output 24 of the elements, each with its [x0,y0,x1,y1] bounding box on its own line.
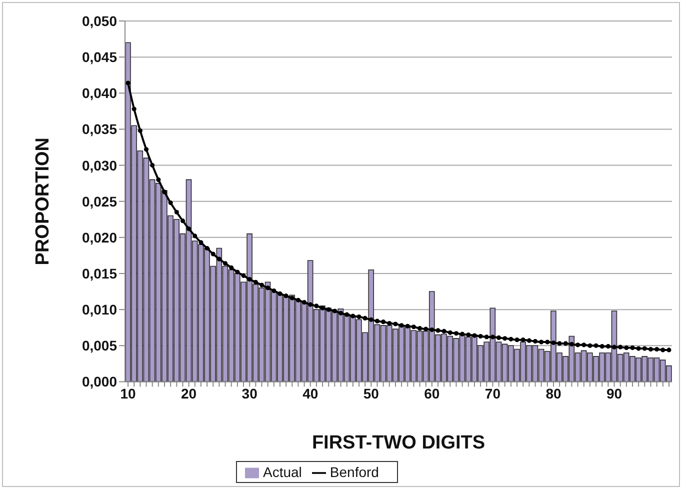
y-tick-label: 0,015 [82,265,118,282]
x-tick-label: 30 [242,386,258,402]
y-tick-label: 0,010 [82,302,118,318]
legend-label: Actual [263,464,302,480]
y-tick-label: 0,050 [82,12,118,29]
y-tick-label: 0,025 [82,193,118,210]
y-axis-title: PROPORTION [32,137,54,266]
legend-label: Benford [330,464,379,480]
x-tick-label: 40 [302,386,318,402]
x-tick-label: 50 [363,386,380,402]
x-tick-label: 70 [484,386,501,402]
x-tick-label: 80 [546,386,562,402]
y-tick-label: 0,040 [82,85,118,102]
y-tick-label: 0,030 [82,157,118,174]
y-tick-label: 0,000 [82,374,118,390]
y-tick-label: 0,035 [82,121,118,138]
x-tick-label: 60 [424,386,440,402]
y-tick-label: 0,020 [82,229,118,246]
y-tick-label: 0,005 [82,338,118,354]
y-tick-label: 0,045 [82,49,118,66]
x-tick-label: 20 [181,386,197,402]
x-axis-title: FIRST-TWO DIGITS [312,432,486,454]
x-tick-label: 90 [606,386,622,402]
x-tick-label: 10 [120,386,136,402]
